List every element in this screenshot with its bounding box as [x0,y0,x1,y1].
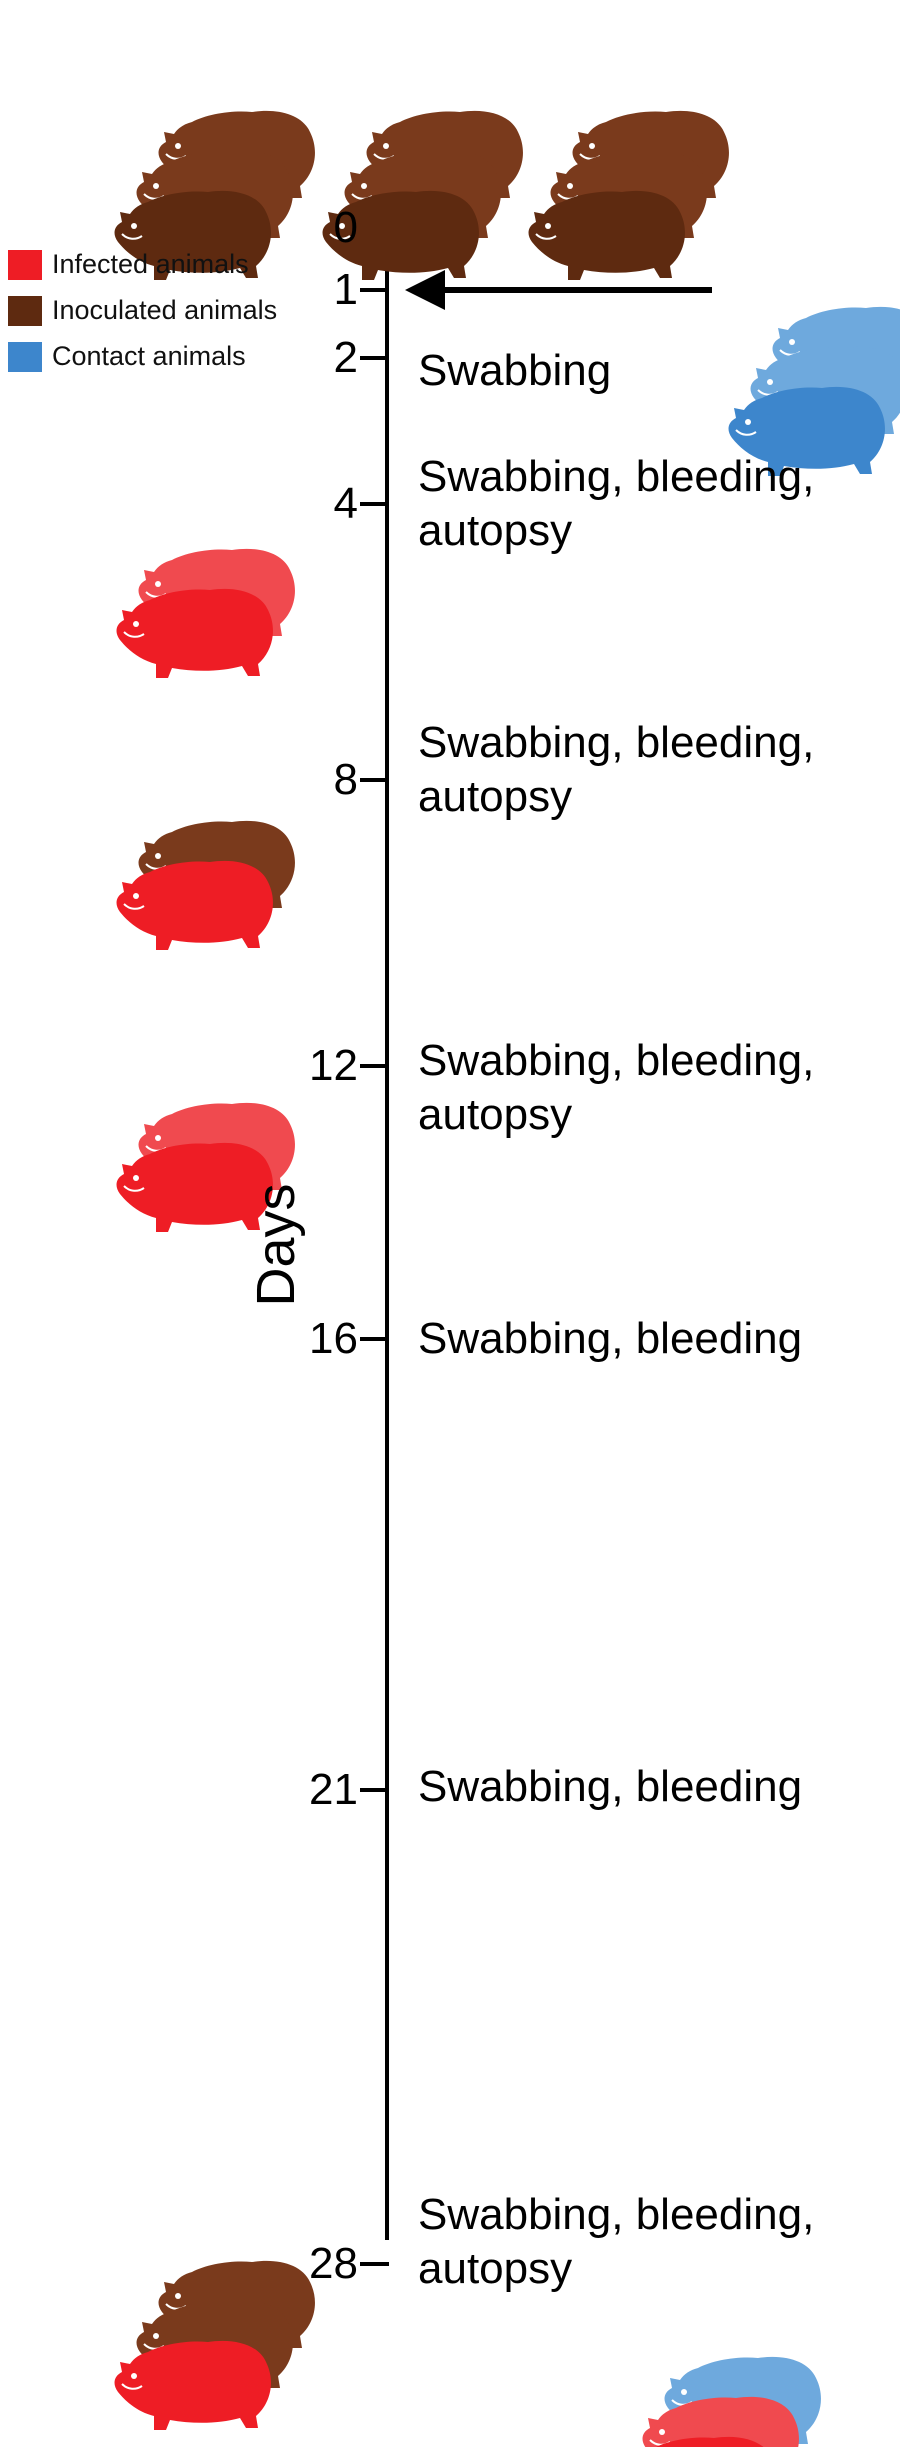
event-line: Swabbing, bleeding, [418,718,815,767]
tick-label-day-21: 21 [309,1765,358,1814]
animal-group-day4 [115,547,296,679]
ferret-icon-infected [115,859,274,951]
event-line: Swabbing, bleeding [418,1314,803,1363]
tick-label-day-2: 2 [333,333,358,382]
event-line: Swabbing, bleeding, [418,2190,815,2239]
ferret-icon-infected [115,587,274,679]
animal-group-top-3 [527,109,730,281]
animal-group-top-2 [321,109,524,281]
event-label-day-12: Swabbing, bleeding, autopsy [418,1034,814,1142]
event-line: autopsy [418,2244,573,2293]
ferret-icon-inoculated [527,189,686,281]
event-label-day-4: Swabbing, bleeding, autopsy [418,450,814,558]
event-line: autopsy [418,772,573,821]
legend-label-inoculated: Inoculated animals [52,295,278,325]
legend-label-contact: Contact animals [52,341,246,371]
tick-label-day-8: 8 [333,755,358,804]
tick-label-day-0: 0 [333,203,358,252]
event-line: Swabbing, bleeding, [418,1036,815,1085]
legend-label-infected: Infected animals [52,249,249,279]
event-label-day-28: Swabbing, bleeding, autopsy [418,2188,814,2296]
legend-swatch-contact [8,342,42,372]
event-line: autopsy [418,506,573,555]
event-line: Swabbing, bleeding [418,1762,803,1811]
event-line: autopsy [418,1090,573,1139]
event-label-day-16: Swabbing, bleeding [418,1312,802,1366]
event-label-day-2: Swabbing [418,344,611,398]
event-label-day-8: Swabbing, bleeding, autopsy [418,716,814,824]
tick-label-day-1: 1 [333,265,358,314]
legend-swatch-infected [8,250,42,280]
tick-label-day-12: 12 [309,1041,358,1090]
tick-label-day-4: 4 [333,479,358,528]
animal-group-day8 [115,819,296,951]
ferret-icon-infected [113,2339,272,2431]
event-line: Swabbing [418,346,612,395]
contact-arrow-head [405,270,445,310]
timeline-ticks [360,226,389,2266]
tick-label-day-16: 16 [309,1314,358,1363]
animal-group-day28-right [619,2355,822,2447]
event-line: Swabbing, bleeding, [418,452,815,501]
axis-title: Days [246,1183,306,1307]
legend-swatch-inoculated [8,296,42,326]
tick-label-day-28: 28 [309,2239,358,2288]
event-label-day-21: Swabbing, bleeding [418,1760,802,1814]
